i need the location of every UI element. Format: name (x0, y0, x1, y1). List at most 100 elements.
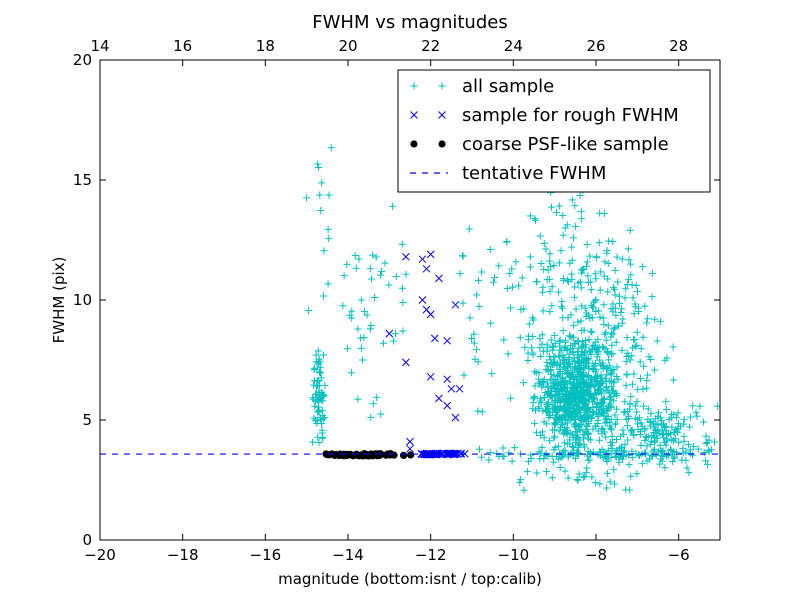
all-sample-point (355, 255, 363, 263)
all-sample-point (580, 372, 588, 380)
all-sample-point (608, 445, 616, 453)
all-sample-point (563, 358, 571, 366)
all-sample-point (468, 334, 476, 342)
all-sample-point (602, 329, 610, 337)
all-sample-point (647, 437, 655, 445)
all-sample-point (529, 351, 537, 359)
all-sample-point (520, 305, 528, 313)
all-sample-point (548, 283, 556, 291)
all-sample-point (692, 408, 700, 416)
all-sample-point (392, 273, 400, 281)
all-sample-point (325, 235, 333, 243)
all-sample-point (594, 412, 602, 420)
all-sample-point (531, 368, 539, 376)
all-sample-point (658, 447, 666, 455)
all-sample-point (604, 347, 612, 355)
all-sample-point (652, 421, 660, 429)
all-sample-point (669, 376, 677, 384)
all-sample-point (613, 446, 621, 454)
all-sample-point (645, 455, 653, 463)
all-sample-point (574, 364, 582, 372)
all-sample-point (590, 366, 598, 374)
all-sample-point (546, 437, 554, 445)
all-sample-point (555, 259, 563, 267)
all-sample-point (544, 266, 552, 274)
all-sample-point (623, 408, 631, 416)
all-sample-point (607, 415, 615, 423)
all-sample-point (578, 302, 586, 310)
all-sample-point (592, 422, 600, 430)
all-sample-point (586, 348, 594, 356)
all-sample-point (705, 447, 713, 455)
all-sample-point (624, 276, 632, 284)
all-sample-point (516, 334, 524, 342)
all-sample-point (653, 337, 661, 345)
all-sample-point (347, 369, 355, 377)
all-sample-point (628, 426, 636, 434)
all-sample-point (607, 350, 615, 358)
all-sample-point (555, 365, 563, 373)
all-sample-point (571, 389, 579, 397)
all-sample-point (327, 144, 335, 152)
all-sample-point (537, 399, 545, 407)
all-sample-point (579, 396, 587, 404)
all-sample-point (623, 422, 631, 430)
all-sample-point (623, 334, 631, 342)
all-sample-point (638, 460, 646, 468)
all-sample-point (637, 345, 645, 353)
all-sample-point (631, 343, 639, 351)
all-sample-point (590, 390, 598, 398)
all-sample-point (574, 448, 582, 456)
all-sample-point (520, 486, 528, 494)
all-sample-point (604, 322, 612, 330)
x-tick-label: −10 (498, 546, 530, 564)
all-sample-point (402, 270, 410, 278)
all-sample-point (577, 384, 585, 392)
all-sample-point (570, 333, 578, 341)
rough-fwhm-point (451, 413, 460, 422)
all-sample-point (568, 243, 576, 251)
all-sample-point (456, 270, 464, 278)
all-sample-point (621, 294, 629, 302)
all-sample-point (680, 437, 688, 445)
all-sample-point (555, 427, 563, 435)
psf-like-point (406, 451, 415, 459)
all-sample-point (318, 179, 326, 187)
all-sample-point (529, 333, 537, 341)
all-sample-point (632, 281, 640, 289)
all-sample-point (547, 390, 555, 398)
all-sample-point (622, 358, 630, 366)
all-sample-point (318, 434, 326, 442)
all-sample-point (611, 304, 619, 312)
all-sample-point (580, 441, 588, 449)
all-sample-point (696, 402, 704, 410)
rough-fwhm-point (402, 252, 410, 261)
all-sample-point (603, 469, 611, 477)
all-sample-point (649, 447, 657, 455)
all-sample-point (559, 327, 567, 335)
all-sample-point (579, 266, 587, 274)
all-sample-point (661, 438, 669, 446)
all-sample-point (576, 426, 584, 434)
all-sample-point (633, 408, 641, 416)
all-sample-point (613, 415, 621, 423)
all-sample-point (544, 383, 552, 391)
all-sample-point (487, 319, 495, 327)
rough-fwhm-point (435, 274, 443, 283)
all-sample-point (553, 413, 561, 421)
all-sample-point (574, 476, 582, 484)
all-sample-point (650, 366, 658, 374)
all-sample-point (539, 283, 547, 291)
all-sample-point (313, 382, 321, 390)
all-sample-point (623, 370, 631, 378)
all-sample-point (314, 160, 322, 168)
rough-fwhm-point (430, 334, 439, 343)
all-sample-point (581, 473, 589, 481)
rough-fwhm-point (385, 329, 394, 338)
all-sample-point (603, 383, 611, 391)
all-sample-point (380, 339, 388, 347)
all-sample-point (571, 357, 579, 365)
all-sample-point (592, 367, 600, 375)
all-sample-point (561, 337, 569, 345)
